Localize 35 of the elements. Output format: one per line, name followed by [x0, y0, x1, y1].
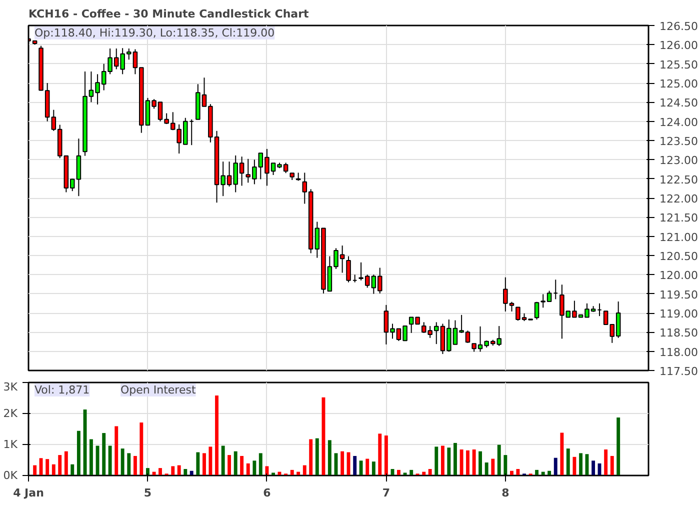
candlestick — [603, 310, 608, 325]
y-tick-label: 120.50 — [660, 250, 698, 263]
y-tick-label: 119.00 — [660, 308, 698, 320]
annotation: Open Interest — [120, 384, 196, 396]
y-tick-label: 3K — [3, 380, 18, 394]
y-tick-label: 125.00 — [660, 78, 698, 90]
y-tick-label: 124.50 — [660, 96, 698, 110]
y-tick-label: 1K — [3, 438, 18, 451]
y-tick-label: 123.50 — [660, 135, 698, 148]
y-tick-label: 124.00 — [660, 116, 698, 129]
annotation: Op:118.40, Hi:119.30, Lo:118.35, Cl:119.00 — [34, 26, 275, 40]
x-tick-label: 7 — [382, 486, 390, 500]
y-tick-label: 120.00 — [660, 269, 698, 282]
y-tick-label: 125.50 — [660, 58, 698, 72]
y-tick-label: 122.50 — [660, 173, 698, 186]
y-tick-label: 0K — [3, 469, 18, 482]
candlestick — [346, 256, 351, 283]
y-tick-label: 122.00 — [660, 192, 698, 206]
annotation: Vol: 1,871 — [34, 384, 90, 396]
y-tick-label: 117.50 — [660, 365, 698, 378]
x-tick-label: 6 — [263, 486, 272, 500]
y-tick-label: 118.50 — [660, 326, 698, 340]
y-tick-label: 119.50 — [660, 288, 698, 302]
y-tick-label: 2K — [3, 407, 18, 420]
y-tick-label: 126.00 — [660, 39, 698, 52]
candlestick — [534, 301, 540, 320]
y-tick-label: 123.00 — [660, 154, 698, 168]
y-tick-label: 126.50 — [660, 20, 698, 33]
x-tick-label: 8 — [502, 486, 510, 500]
chart-title: KCH16 - Coffee - 30 Minute Candlestick Chart — [28, 8, 309, 20]
y-tick-label: 121.00 — [660, 230, 698, 244]
y-tick-label: 121.50 — [660, 212, 698, 225]
x-tick-label: 5 — [144, 486, 152, 500]
x-tick-label: 4 Jan — [13, 486, 44, 500]
y-tick-label: 118.00 — [660, 346, 698, 359]
